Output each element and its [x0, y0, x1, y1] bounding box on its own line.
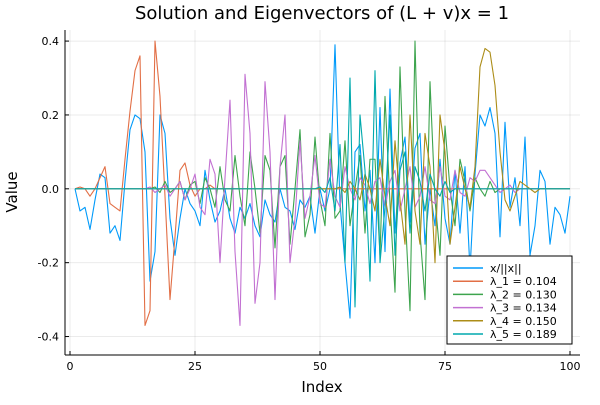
y-tick-label: 0.4	[42, 35, 60, 48]
legend-label: λ_4 = 0.150	[490, 315, 557, 328]
y-tick-label: 0.0	[42, 183, 60, 196]
x-axis-label: Index	[301, 378, 342, 396]
legend-label: λ_1 = 0.104	[490, 275, 557, 288]
x-tick-label: 25	[188, 360, 202, 373]
series-line-6	[75, 70, 570, 308]
y-tick-label: 0.2	[42, 109, 60, 122]
legend-label: x/||x||	[490, 262, 522, 275]
y-tick-label: -0.4	[38, 331, 59, 344]
legend-box	[446, 255, 573, 345]
x-tick-label: 100	[560, 360, 581, 373]
legend-label: λ_2 = 0.130	[490, 288, 557, 301]
axes	[64, 30, 580, 356]
chart-title: Solution and Eigenvectors of (L + v)x = …	[135, 3, 509, 24]
legend-label: λ_5 = 0.189	[490, 328, 557, 341]
legend-label: λ_3 = 0.134	[490, 302, 557, 315]
y-tick-label: -0.2	[38, 257, 59, 270]
series-lines	[74, 40, 571, 327]
y-axis-label: Value	[3, 171, 21, 212]
x-tick-label: 0	[67, 360, 74, 373]
series-line-4	[75, 73, 570, 327]
series-line-1	[74, 44, 571, 319]
tick-labels: 0 25 50 75 100 -0.4 -0.2 0.0 0.2 0.4	[38, 35, 581, 373]
x-tick-label: 75	[438, 360, 452, 373]
x-tick-label: 50	[313, 360, 327, 373]
